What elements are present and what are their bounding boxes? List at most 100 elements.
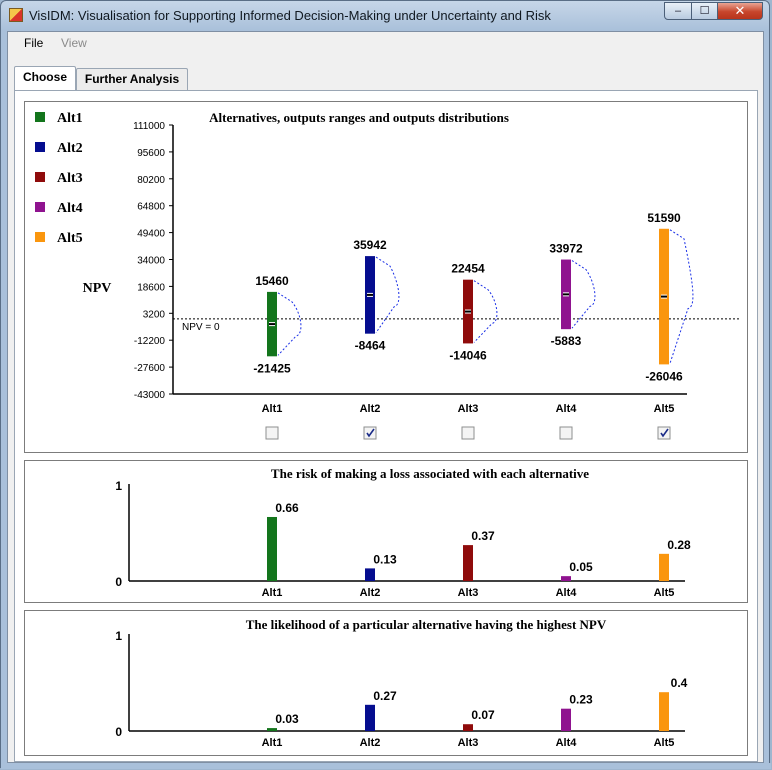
max-value-label: 15460 [255,274,289,288]
menu-view[interactable]: View [61,36,87,50]
bar-alt3 [463,724,473,731]
legend-label-alt3: Alt3 [57,171,83,186]
tab-choose[interactable]: Choose [14,66,76,90]
range-mean-marker [563,293,569,296]
x-category-label: Alt3 [458,737,479,749]
bar-alt2 [365,704,375,731]
range-mean-marker [269,323,275,326]
checkbox-alt2[interactable] [363,426,377,440]
ranges-chart-title: Alternatives, outputs ranges and outputs… [209,110,509,125]
window-bottom-border [1,763,771,769]
bar-value-label: 0.66 [275,501,299,515]
distribution-curve-alt3 [473,280,498,343]
x-category-label: Alt1 [262,403,283,415]
y-tick-label: 34000 [137,256,165,267]
x-category-label: Alt4 [556,403,578,415]
y-tick-label: 3200 [143,309,166,320]
x-category-label: Alt4 [556,737,578,749]
bar-alt1 [267,728,277,731]
bar-alt4 [561,708,571,731]
min-value-label: -5883 [551,334,582,348]
y-tick-label: 95600 [137,148,165,159]
legend-label-alt2: Alt2 [57,141,83,156]
y-tick-label: 49400 [137,229,165,240]
x-category-label: Alt1 [262,587,283,599]
menu-file[interactable]: File [24,36,44,50]
y-tick-label: 111000 [133,121,165,132]
checkbox-alt3[interactable] [461,426,475,440]
bar-alt4 [561,576,571,581]
y-tick-label: 80200 [137,175,165,186]
legend-label-alt4: Alt4 [57,201,83,216]
checkbox-alt1[interactable] [265,426,279,440]
legend-label-alt1: Alt1 [57,111,83,126]
x-category-label: Alt5 [654,403,675,415]
legend-swatch-alt3 [35,172,45,182]
max-value-label: 22454 [451,262,485,276]
y-tick-label: 0 [115,725,122,739]
max-value-label: 35942 [353,238,387,252]
distribution-curve-alt1 [277,292,302,356]
min-value-label: -26046 [645,369,683,383]
likelihood-chart: The likelihood of a particular alternati… [115,617,688,749]
y-axis-label: NPV [83,281,112,296]
y-tick-label: -43000 [134,390,166,401]
ranges-panel: Alternatives, outputs ranges and outputs… [24,101,748,453]
bar-value-label: 0.07 [471,708,495,722]
menu-bar: File View [8,32,763,54]
close-button[interactable]: ✕ [717,2,763,20]
y-tick-label: 64800 [137,202,165,213]
legend-swatch-alt1 [35,112,45,122]
check-icon [660,428,669,438]
legend-label-alt5: Alt5 [57,231,83,246]
legend: Alt1 Alt2 Alt3 Alt4 Alt5 [35,111,83,246]
y-tick-label: 18600 [137,282,165,293]
distribution-curve-alt5 [669,229,694,364]
bar-alt3 [463,545,473,581]
minimize-button[interactable]: – [664,2,692,20]
min-value-label: -14046 [449,348,487,362]
x-category-label: Alt3 [458,587,479,599]
bar-alt1 [267,516,277,581]
range-mean-marker [465,310,471,313]
legend-swatch-alt4 [35,202,45,212]
max-value-label: 33972 [549,242,583,256]
x-category-label: Alt2 [360,737,381,749]
bar-value-label: 0.28 [667,538,691,552]
y-tick-label: 1 [115,629,122,643]
app-icon[interactable] [9,8,23,22]
client-area: File View Choose Further Analysis Altern… [7,31,764,763]
legend-swatch-alt2 [35,142,45,152]
window-title: VisIDM: Visualisation for Supporting Inf… [29,8,551,23]
check-icon [366,428,375,438]
x-category-label: Alt5 [654,587,675,599]
bar-value-label: 0.23 [569,693,593,707]
risk-panel: The risk of making a loss associated wit… [24,460,748,603]
x-category-label: Alt2 [360,587,381,599]
likelihood-panel: The likelihood of a particular alternati… [24,610,748,756]
min-value-label: -21425 [253,361,291,375]
x-category-label: Alt5 [654,737,675,749]
checkbox-alt5[interactable] [657,426,671,440]
bar-value-label: 0.4 [671,676,688,690]
likelihood-chart-title: The likelihood of a particular alternati… [246,617,607,632]
bar-alt2 [365,568,375,581]
x-category-label: Alt2 [360,403,381,415]
x-category-label: Alt1 [262,737,283,749]
bar-alt5 [659,692,669,731]
tab-further-analysis[interactable]: Further Analysis [76,68,188,90]
min-value-label: -8464 [355,339,386,353]
distribution-curve-alt4 [571,260,596,329]
maximize-button[interactable]: ☐ [691,2,718,20]
y-tick-label: 0 [115,575,122,589]
bar-alt5 [659,553,669,581]
max-value-label: 51590 [647,211,681,225]
legend-swatch-alt5 [35,232,45,242]
x-category-label: Alt3 [458,403,479,415]
distribution-curve-alt2 [375,256,400,333]
bar-value-label: 0.13 [373,552,397,566]
checkbox-alt4[interactable] [559,426,573,440]
bar-value-label: 0.37 [471,529,495,543]
title-bar[interactable]: VisIDM: Visualisation for Supporting Inf… [1,1,771,31]
